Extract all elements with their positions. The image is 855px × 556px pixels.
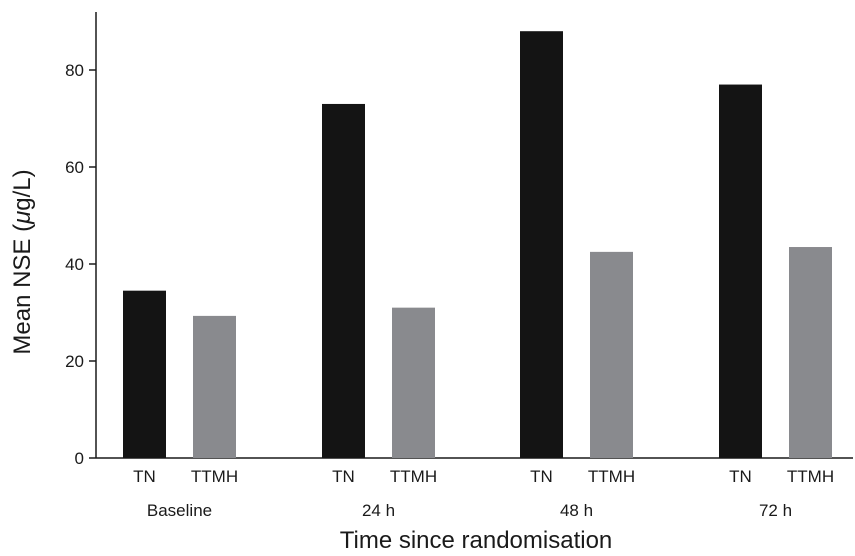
bar-ttmh-0 bbox=[193, 315, 236, 458]
y-tick-label: 20 bbox=[65, 352, 84, 371]
bar-ttmh-3 bbox=[789, 247, 832, 458]
bar-label: TN bbox=[530, 467, 553, 486]
bar-label: TTMH bbox=[390, 467, 437, 486]
bar-tn-2 bbox=[520, 31, 563, 458]
group-label: Baseline bbox=[147, 501, 212, 520]
bar-tn-1 bbox=[322, 103, 365, 458]
bar-label: TN bbox=[332, 467, 355, 486]
bar-tn-0 bbox=[123, 290, 166, 458]
bar-label: TN bbox=[729, 467, 752, 486]
y-axis-title: Mean NSE (μg/L) bbox=[9, 169, 36, 354]
y-tick-label: 0 bbox=[75, 449, 84, 468]
bar-ttmh-1 bbox=[392, 307, 435, 458]
bar-ttmh-2 bbox=[590, 251, 633, 458]
bar-label: TTMH bbox=[787, 467, 834, 486]
bar-label: TTMH bbox=[191, 467, 238, 486]
y-tick-label: 60 bbox=[65, 158, 84, 177]
group-label: 72 h bbox=[759, 501, 792, 520]
x-axis-labels: TN TTMH Baseline TN TTMH 24 h TN TTMH 48 h TN TTMH… bbox=[133, 467, 834, 520]
y-tick-label: 40 bbox=[65, 255, 84, 274]
x-axis-title: Time since randomisation bbox=[340, 527, 613, 554]
y-tick-label: 80 bbox=[65, 61, 84, 80]
bar-label: TTMH bbox=[588, 467, 635, 486]
group-label: 48 h bbox=[560, 501, 593, 520]
bar-label: TN bbox=[133, 467, 156, 486]
group-label: 24 h bbox=[362, 501, 395, 520]
bar-tn-3 bbox=[719, 84, 762, 459]
bars bbox=[123, 31, 832, 459]
